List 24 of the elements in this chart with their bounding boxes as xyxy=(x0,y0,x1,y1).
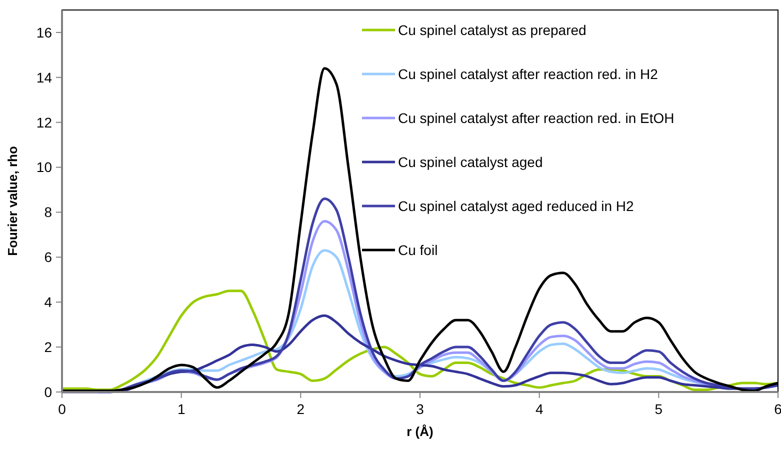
y-tick-label: 4 xyxy=(44,294,52,310)
y-tick-label: 14 xyxy=(36,69,52,86)
y-tick-label: 8 xyxy=(44,204,52,220)
y-tick-label: 2 xyxy=(44,338,52,355)
x-axis-title: r (Å) xyxy=(406,424,434,439)
legend-label: Cu spinel catalyst aged xyxy=(398,154,543,170)
legend-label: Cu spinel catalyst aged reduced in H2 xyxy=(398,198,634,214)
y-tick-label: 12 xyxy=(36,114,52,130)
x-tick-label: 5 xyxy=(654,401,663,417)
x-tick-label: 4 xyxy=(535,401,544,417)
legend-label: Cu foil xyxy=(398,242,438,258)
legend-label: Cu spinel catalyst after reaction red. in EtOH xyxy=(398,110,674,126)
legend-label: Cu spinel catalyst after reaction red. in H2 xyxy=(398,66,658,82)
x-tick-label: 1 xyxy=(177,401,186,417)
legend-label: Cu spinel catalyst as prepared xyxy=(398,22,586,38)
x-tick-label: 2 xyxy=(296,401,305,417)
x-tick-label: 6 xyxy=(774,401,781,417)
y-tick-label: 10 xyxy=(36,159,52,176)
y-tick-label: 16 xyxy=(36,24,52,40)
y-tick-label: 6 xyxy=(44,249,52,266)
y-axis-title: Fourier value, rho xyxy=(5,146,20,256)
x-tick-label: 3 xyxy=(416,401,424,417)
y-tick-label: 0 xyxy=(44,384,52,400)
x-tick-label: 0 xyxy=(58,401,66,417)
